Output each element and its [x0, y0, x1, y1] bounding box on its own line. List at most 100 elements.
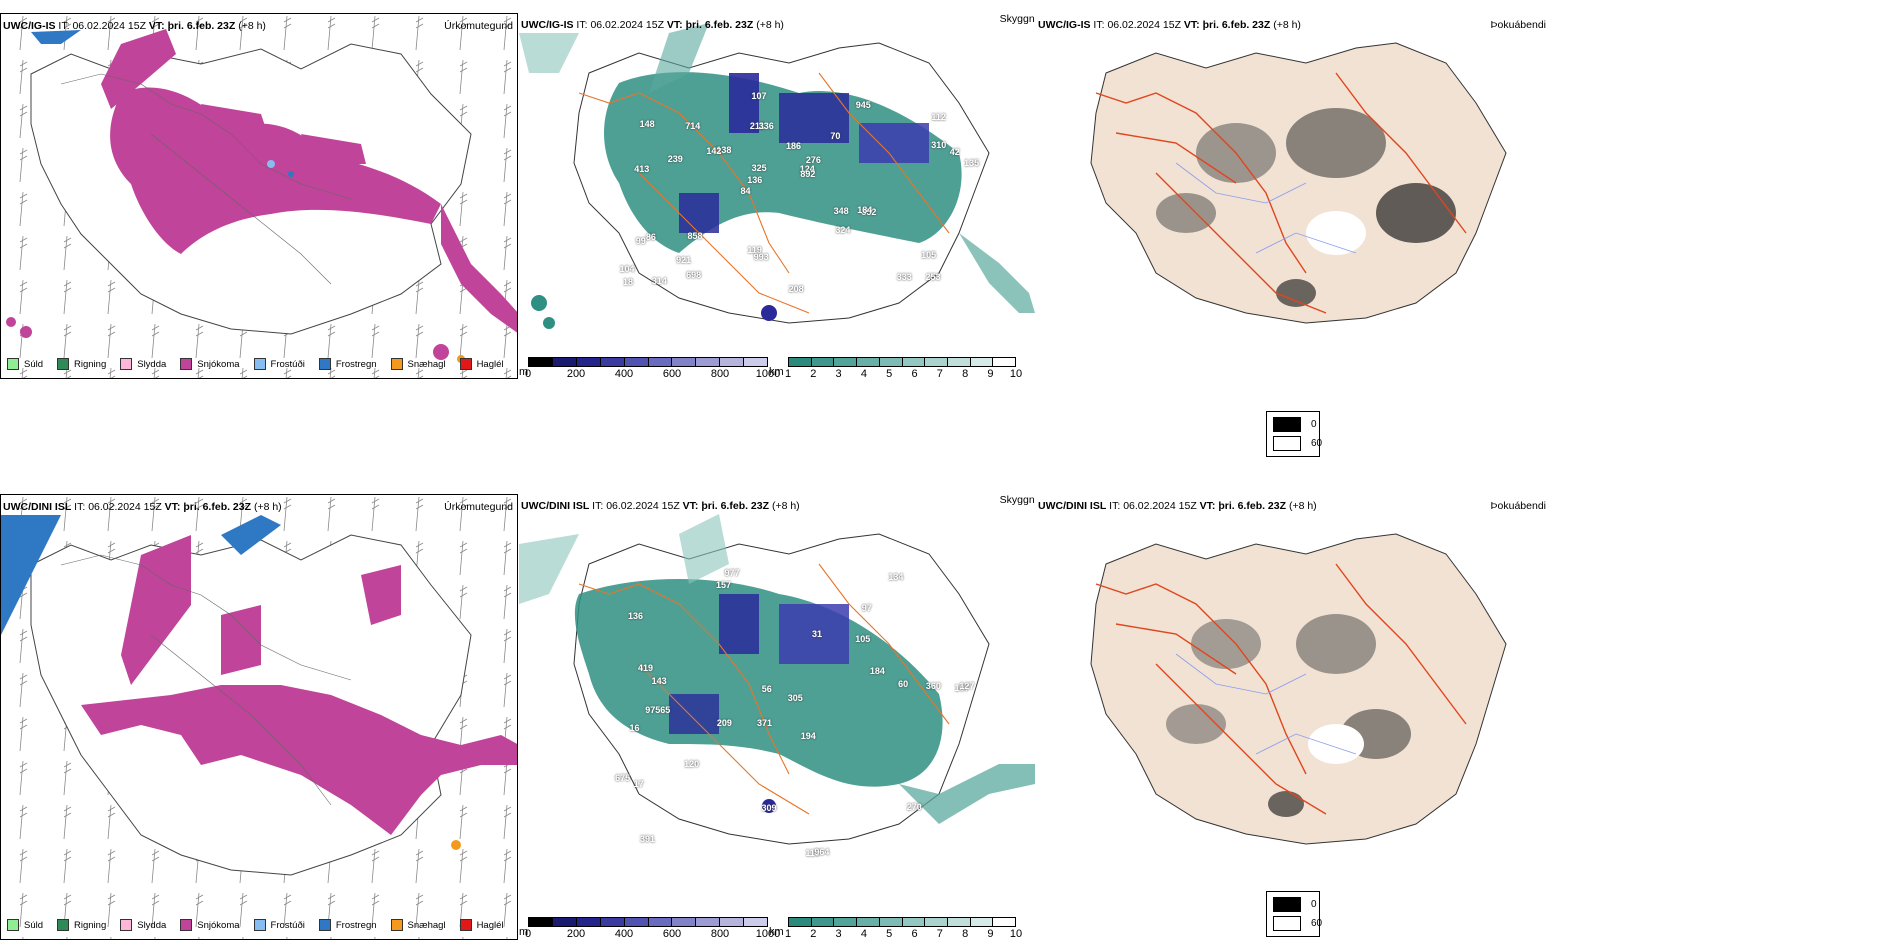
cloud-base-value: 107	[751, 91, 767, 102]
tick-label: 800	[710, 928, 730, 940]
visibility-unit: km	[769, 926, 784, 938]
cloud-base-value: 977	[724, 567, 740, 578]
cloud-base-value: 119	[805, 847, 820, 858]
cloud-base-value: 921	[676, 254, 692, 265]
precip-type-map-bottom	[1, 495, 517, 939]
field-name: Úrkomutegund	[444, 20, 513, 32]
cloud-base-value: 184	[869, 665, 885, 676]
cloud-base-value: 105	[855, 633, 871, 644]
fog-panel-bottom: UWC/DINI ISL IT: 06.02.2024 15Z VT: þri.…	[1036, 494, 1552, 940]
cloud-base-value: 99	[635, 236, 646, 247]
colorbar-cell	[600, 358, 625, 366]
legend-swatch	[459, 919, 472, 931]
cloud-base-value: 60	[898, 679, 909, 690]
cloud-base-value: 333	[896, 272, 912, 283]
cloud-base-value: 120	[684, 759, 700, 770]
legend-item: Súld	[7, 919, 43, 931]
precip-type-panel-bottom: UWC/DINI ISL IT: 06.02.2024 15Z VT: þri.…	[0, 494, 518, 940]
cloud-base-value: 714	[685, 121, 701, 132]
tick-label: 8	[962, 368, 969, 380]
legend-item: Snæhagl	[390, 358, 446, 370]
cloud-base-value: 675	[615, 772, 631, 783]
legend-item: Súld	[7, 358, 43, 370]
cloud-base-value: 314	[651, 275, 667, 286]
cloud-base-value: 56	[761, 683, 772, 694]
cloud-base-value: 270	[906, 801, 922, 812]
legend-swatch	[120, 358, 133, 370]
cloud-base-value: 107	[954, 683, 970, 694]
tick-label: 1	[784, 928, 792, 940]
tick-label: 200	[566, 368, 586, 380]
tick-label: 1	[784, 368, 792, 380]
colorbar-cells	[528, 357, 768, 367]
colorbar-cell	[993, 918, 1016, 926]
field-name: Þokuábendi	[1490, 500, 1546, 512]
height-colorbar-top: 0 200 400 600 800 1000	[524, 357, 780, 381]
colorbar-ticks: 0 200 400 600 800 1000	[525, 927, 780, 941]
legend-swatch	[7, 358, 19, 370]
cloud-base-value: 309	[761, 803, 777, 814]
cloud-base-value: 97	[861, 602, 872, 613]
cloud-base-value: 17	[633, 779, 644, 790]
colorbar-ticks: 0 200 400 600 800 1000	[524, 367, 780, 381]
height-unit: m	[519, 926, 529, 938]
cloud-base-value: 138	[716, 144, 732, 155]
cloud-base-value: 136	[747, 174, 763, 185]
colorbar-cell	[672, 918, 697, 926]
cloud-base-value: 310	[931, 139, 947, 150]
tick-label: 400	[614, 368, 634, 380]
colorbar-cell	[857, 918, 880, 926]
visibility-colorbar-top: 1 2 3 4 5 6 7 8 9 10	[784, 357, 1022, 381]
cloud-base-value: 993	[753, 252, 769, 263]
tick-label: 0	[524, 368, 532, 380]
visibility-unit: km	[769, 366, 784, 378]
panel-title: UWC/IG-IS IT: 06.02.2024 15Z VT: þri. 6.…	[1038, 19, 1301, 31]
tick-label: 400	[614, 928, 634, 940]
cloud-base-value: 348	[833, 205, 849, 216]
height-colorbar-bottom: 0 200 400 600 800 1000	[525, 917, 780, 941]
tick-label: 7	[936, 368, 943, 380]
cloud-base-value: 184	[857, 204, 873, 215]
tick-label: 3	[835, 928, 842, 940]
colorbar-cell	[993, 358, 1016, 366]
field-name: Þokuábendi	[1490, 19, 1546, 31]
colorbar-cell	[789, 358, 812, 366]
colorbar-cell	[696, 358, 721, 366]
tick-label: 600	[662, 928, 682, 940]
tick-label: 8	[962, 928, 969, 940]
cloud-base-value: 143	[651, 675, 667, 686]
colorbar-cell	[970, 918, 994, 926]
legend-swatch	[180, 919, 193, 931]
cloud-base-value: 136	[627, 610, 643, 621]
cloud-map-top	[519, 23, 1035, 329]
colorbar-cell	[811, 918, 835, 926]
precip-type-map-top	[1, 14, 517, 378]
tick-label: 10	[1009, 928, 1023, 940]
cloud-base-value: 186	[785, 140, 801, 151]
legend-item: Haglél	[459, 919, 504, 931]
cloud-base-value: 211	[749, 120, 765, 131]
cloud-base-value: 371	[756, 717, 773, 728]
fog-legend-bottom: 0 60	[1266, 891, 1322, 937]
colorbar-cell	[552, 918, 577, 926]
colorbar-cell	[529, 918, 553, 926]
cloud-base-value: 208	[788, 283, 804, 294]
colorbar-cell	[789, 918, 812, 926]
field-name: Skyggni	[999, 13, 1035, 25]
cloud-base-value: 104	[619, 263, 635, 274]
colorbar-cell	[529, 358, 553, 366]
cloud-base-value: 142	[706, 146, 722, 157]
cloud-base-value: 105	[921, 249, 937, 260]
fog-legend-low: 60	[1273, 436, 1322, 451]
tick-label: 10	[1009, 368, 1023, 380]
cloud-base-value: 892	[800, 169, 816, 180]
cloud-base-value: 276	[805, 155, 821, 166]
colorbar-cell	[672, 358, 697, 366]
tick-label: 4	[860, 368, 867, 380]
colorbar-cell	[902, 358, 926, 366]
cloud-base-value: 305	[787, 692, 803, 703]
precip-legend: Súld Rigning Slydda Snjókoma Frostúði Fr…	[7, 919, 504, 931]
cloud-base-value: 239	[667, 153, 683, 164]
legend-swatch	[390, 358, 403, 370]
fog-map-top	[1090, 42, 1507, 324]
